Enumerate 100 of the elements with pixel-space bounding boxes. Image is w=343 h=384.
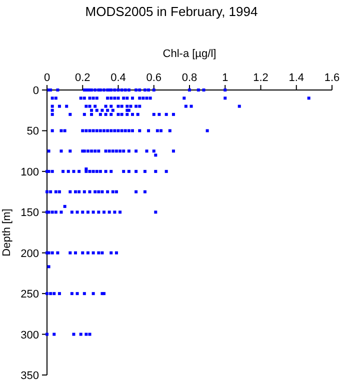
point: [134, 104, 138, 108]
point: [100, 108, 104, 112]
point: [88, 190, 92, 194]
point: [120, 88, 124, 92]
point: [84, 332, 88, 336]
point: [100, 251, 104, 254]
point: [92, 170, 95, 173]
x-tick-label: 1.4: [288, 72, 304, 84]
point: [143, 190, 146, 194]
point: [143, 88, 146, 92]
point: [136, 112, 140, 116]
point: [74, 190, 77, 194]
point: [62, 170, 65, 173]
point: [120, 112, 124, 116]
point: [92, 96, 95, 100]
point: [74, 251, 77, 254]
point: [97, 190, 100, 194]
point: [94, 104, 97, 108]
point: [127, 170, 130, 173]
point: [72, 332, 76, 336]
point: [238, 104, 241, 108]
point: [95, 96, 98, 100]
point: [116, 129, 120, 132]
point: [152, 112, 156, 116]
x-tick-label: 0.2: [74, 72, 90, 84]
point: [113, 96, 116, 100]
point: [124, 88, 127, 92]
point: [131, 129, 134, 132]
point: [95, 170, 98, 173]
point: [78, 190, 81, 194]
point: [90, 150, 94, 153]
point: [104, 112, 108, 116]
point: [95, 108, 98, 112]
point: [224, 88, 227, 92]
point: [60, 150, 63, 153]
point: [81, 251, 84, 254]
point: [106, 96, 110, 100]
point: [102, 88, 106, 92]
point: [145, 96, 148, 100]
point: [152, 150, 156, 153]
point: [94, 88, 97, 92]
point: [106, 108, 110, 112]
point: [116, 96, 120, 100]
point: [46, 190, 48, 194]
point: [97, 210, 100, 214]
point: [82, 292, 86, 296]
point: [116, 104, 120, 108]
point: [104, 104, 108, 108]
point: [68, 251, 72, 254]
point: [113, 129, 116, 132]
point: [224, 96, 227, 100]
point: [66, 170, 70, 173]
point: [86, 251, 90, 254]
point: [60, 129, 63, 132]
x-tick-label: 0.6: [146, 72, 162, 84]
point: [68, 112, 72, 116]
point: [50, 108, 54, 112]
y-tick-label: 0: [32, 85, 39, 97]
point: [110, 96, 113, 100]
point: [47, 150, 50, 153]
point: [114, 150, 118, 153]
point: [49, 190, 52, 194]
point: [156, 129, 159, 132]
point: [70, 210, 74, 214]
point: [104, 170, 108, 173]
point: [97, 251, 100, 254]
point: [46, 292, 48, 296]
point: [184, 104, 188, 108]
point: [118, 150, 122, 153]
point: [50, 210, 54, 214]
point: [82, 112, 86, 116]
point: [154, 170, 158, 173]
point: [76, 292, 79, 296]
point: [106, 129, 110, 132]
point: [88, 104, 92, 108]
point: [147, 88, 150, 92]
point: [82, 190, 86, 194]
point: [46, 332, 48, 336]
point: [47, 265, 50, 268]
point: [68, 190, 72, 194]
point: [172, 112, 175, 116]
point: [104, 150, 108, 153]
point: [84, 170, 88, 173]
point: [54, 96, 58, 100]
point: [92, 129, 95, 132]
point: [58, 104, 61, 108]
point: [111, 150, 114, 153]
point: [124, 129, 127, 132]
point: [129, 104, 132, 108]
point: [108, 150, 111, 153]
point: [106, 190, 110, 194]
point: [164, 170, 168, 173]
point: [65, 104, 68, 108]
y-tick-label: 350: [20, 370, 39, 382]
point: [58, 190, 61, 194]
point: [94, 190, 97, 194]
point: [122, 150, 126, 153]
point: [138, 104, 142, 108]
point: [86, 150, 90, 153]
point: [82, 96, 86, 100]
